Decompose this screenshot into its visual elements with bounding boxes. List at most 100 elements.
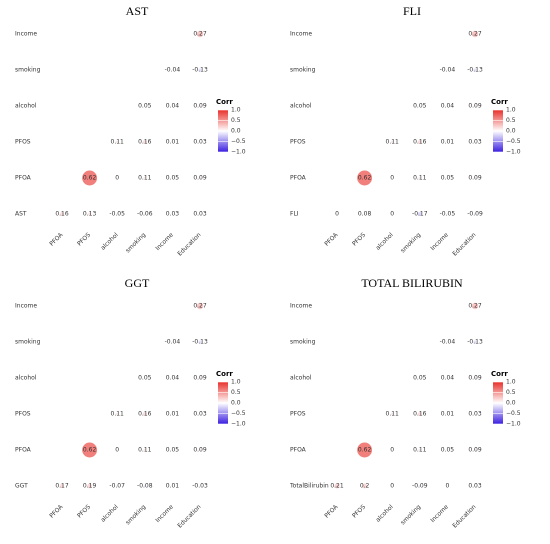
y-label: alcohol xyxy=(290,103,312,110)
colorbar-label: 1.0 xyxy=(231,107,241,114)
corr-circle xyxy=(171,449,173,451)
corr-label: 0.05 xyxy=(441,447,455,454)
corr-label: -0.13 xyxy=(467,339,483,346)
corr-label: 0.03 xyxy=(193,211,207,218)
corr-label: -0.13 xyxy=(467,67,483,74)
corr-label: 0 xyxy=(115,175,119,182)
corr-label: 0.27 xyxy=(193,303,207,310)
corr-label: 0.01 xyxy=(166,483,180,490)
y-label: PFOS xyxy=(290,139,306,146)
corr-circle xyxy=(474,485,476,487)
x-label: alcohol xyxy=(100,231,120,251)
corr-label: 0.16 xyxy=(55,211,69,218)
corr-circle xyxy=(143,176,147,180)
corr-circle xyxy=(143,485,146,487)
corr-label: -0.03 xyxy=(192,483,208,490)
corr-label: 0.05 xyxy=(166,175,180,182)
corr-circle xyxy=(446,177,448,179)
x-label: Income xyxy=(429,503,450,524)
corr-label: 0.11 xyxy=(386,411,400,418)
corr-label: 0.09 xyxy=(468,175,482,182)
corr-circle xyxy=(144,105,146,107)
panel: TOTAL BILIRUBINIncomesmokingalcoholPFOSP… xyxy=(289,276,521,530)
colorbar-label: −0.5 xyxy=(231,138,246,145)
colorbar-label: 0.0 xyxy=(231,400,241,407)
x-label: Education xyxy=(176,503,202,529)
corr-circle xyxy=(171,177,173,179)
corr-circle xyxy=(474,141,476,143)
corr-circle xyxy=(446,377,448,379)
panel-title: GGT xyxy=(125,276,150,290)
corr-circle xyxy=(363,213,366,215)
corr-label: 0.2 xyxy=(360,483,370,490)
x-label: Income xyxy=(429,231,450,252)
corr-circle xyxy=(417,211,422,217)
corr-label: 0.09 xyxy=(468,447,482,454)
y-label: PFOA xyxy=(290,175,307,182)
panel-title: FLI xyxy=(403,4,421,18)
corr-label: 0.03 xyxy=(166,211,180,218)
x-label: PFOS xyxy=(76,503,92,519)
colorbar-label: 0.0 xyxy=(506,128,516,135)
corr-label: 0.17 xyxy=(55,483,69,490)
corr-circle xyxy=(334,483,340,489)
colorbar-label: 1.0 xyxy=(231,379,241,386)
corr-circle xyxy=(418,484,421,488)
corr-circle xyxy=(357,170,373,186)
corr-circle xyxy=(142,412,147,416)
corr-label: 0.11 xyxy=(111,411,125,418)
corr-label: 0.16 xyxy=(413,411,427,418)
y-label: PFOA xyxy=(15,447,32,454)
y-label: Income xyxy=(290,31,312,38)
corr-circle xyxy=(473,448,477,452)
x-label: PFOS xyxy=(351,503,367,519)
y-label: smoking xyxy=(15,339,41,346)
y-label: PFOA xyxy=(15,175,32,182)
corr-label: 0.08 xyxy=(358,211,372,218)
corr-circle xyxy=(198,448,202,452)
colorbar-label: −1.0 xyxy=(231,421,246,428)
corr-label: 0.03 xyxy=(193,139,207,146)
y-label: smoking xyxy=(290,339,316,346)
colorbar-label: −0.5 xyxy=(506,410,521,417)
corr-circle xyxy=(198,68,202,72)
colorbar-label: 1.0 xyxy=(506,107,516,114)
corr-label: 0.01 xyxy=(441,139,455,146)
corr-label: -0.09 xyxy=(467,211,483,218)
corr-label: 0 xyxy=(390,483,394,490)
colorbar-label: 0.0 xyxy=(231,128,241,135)
x-label: smoking xyxy=(399,231,422,254)
x-label: alcohol xyxy=(100,503,120,523)
colorbar-label: −1.0 xyxy=(506,149,521,156)
colorbar-label: 0.5 xyxy=(506,117,516,124)
corr-circle xyxy=(473,340,477,344)
corr-circle xyxy=(473,212,477,216)
corr-label: 0.03 xyxy=(468,483,482,490)
corr-label: 0.09 xyxy=(193,175,207,182)
corr-label: 0 xyxy=(445,483,449,490)
y-label: PFOS xyxy=(15,411,31,418)
corr-circle xyxy=(446,449,448,451)
corr-circle xyxy=(116,213,118,215)
corr-label: 0.05 xyxy=(441,175,455,182)
corr-circle xyxy=(115,140,119,144)
colorbar-label: −0.5 xyxy=(231,410,246,417)
corr-circle xyxy=(171,105,173,107)
corr-circle xyxy=(60,212,64,216)
corr-circle xyxy=(446,105,448,107)
corr-circle xyxy=(419,105,421,107)
x-label: PFOS xyxy=(351,231,367,247)
corr-circle xyxy=(144,377,146,379)
y-label: PFOA xyxy=(290,447,307,454)
corr-label: -0.08 xyxy=(137,483,153,490)
corr-circle xyxy=(446,69,448,71)
corr-circle xyxy=(144,213,146,215)
corr-circle xyxy=(172,213,173,215)
corr-label: 0.11 xyxy=(138,447,152,454)
corr-label: 0.09 xyxy=(468,103,482,110)
colorbar-label: 0.5 xyxy=(231,389,241,396)
corr-circle xyxy=(199,141,201,143)
corr-label: 0.16 xyxy=(138,411,152,418)
